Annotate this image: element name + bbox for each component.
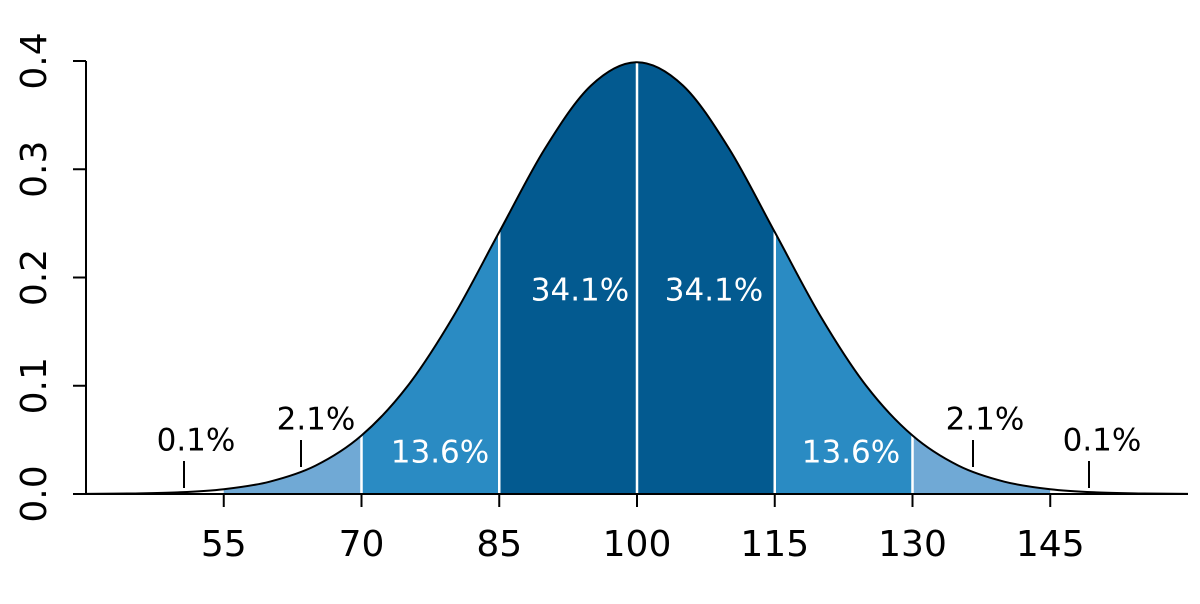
region-label: 34.1% bbox=[665, 273, 763, 309]
x-tick-label: 70 bbox=[339, 524, 385, 565]
region-label: 2.1% bbox=[277, 402, 356, 438]
x-tick-label: 55 bbox=[201, 524, 247, 565]
y-tick-label: 0.2 bbox=[14, 249, 55, 306]
x-tick-label: 100 bbox=[603, 524, 672, 565]
region-label: 0.1% bbox=[1063, 423, 1142, 459]
region bbox=[223, 435, 362, 494]
x-tick-label: 85 bbox=[476, 524, 522, 565]
x-tick-label: 130 bbox=[878, 524, 947, 565]
density-curve bbox=[85, 61, 1189, 495]
y-tick-label: 0.1 bbox=[14, 357, 55, 414]
region-label: 34.1% bbox=[531, 273, 629, 309]
x-tick-label: 145 bbox=[1016, 524, 1085, 565]
region bbox=[499, 62, 637, 495]
y-tick-label: 0.0 bbox=[14, 465, 55, 522]
y-tick-label: 0.4 bbox=[14, 32, 55, 89]
region-label: 2.1% bbox=[946, 402, 1025, 438]
region bbox=[637, 62, 775, 495]
region-label: 0.1% bbox=[157, 423, 236, 459]
region-label: 13.6% bbox=[391, 435, 489, 471]
y-tick-label: 0.3 bbox=[14, 141, 55, 198]
region bbox=[912, 435, 1051, 494]
region-label: 13.6% bbox=[802, 435, 900, 471]
x-tick-label: 115 bbox=[740, 524, 809, 565]
